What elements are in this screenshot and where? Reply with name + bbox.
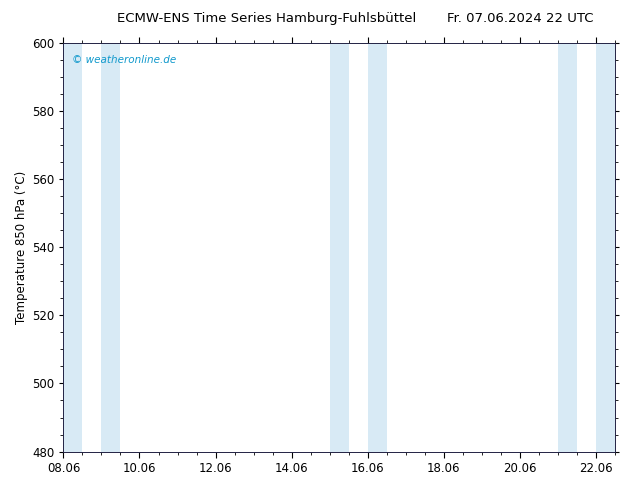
Bar — [63, 43, 82, 452]
Bar — [368, 43, 387, 452]
Text: © weatheronline.de: © weatheronline.de — [72, 55, 176, 65]
Text: ECMW-ENS Time Series Hamburg-Fuhlsbüttel: ECMW-ENS Time Series Hamburg-Fuhlsbüttel — [117, 12, 416, 25]
Bar — [558, 43, 577, 452]
Bar — [101, 43, 120, 452]
Text: Fr. 07.06.2024 22 UTC: Fr. 07.06.2024 22 UTC — [446, 12, 593, 25]
Bar — [330, 43, 349, 452]
Y-axis label: Temperature 850 hPa (°C): Temperature 850 hPa (°C) — [15, 171, 28, 324]
Bar — [596, 43, 615, 452]
